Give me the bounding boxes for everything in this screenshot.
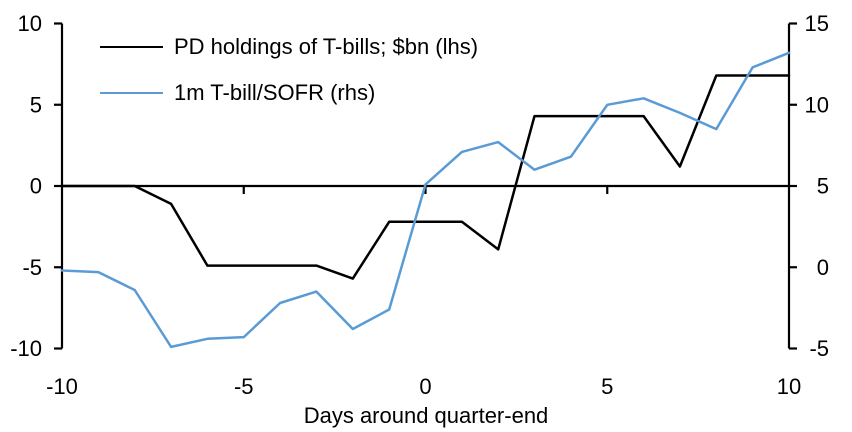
black-line-swatch-icon [100,46,163,48]
x-axis-tick-label: -5 [234,374,254,399]
right-axis-tick-label: -5 [809,336,829,361]
legend-label: PD holdings of T-bills; $bn (lhs) [174,34,479,59]
blue-line-swatch-icon [100,92,163,94]
x-axis-tick-label: 0 [419,374,431,399]
left-axis-tick-label: -10 [10,336,42,361]
x-axis-tick-label: -10 [46,374,78,399]
chart-legend: PD holdings of T-bills; $bn (lhs) 1m T-b… [100,33,478,107]
legend-item-tbill-sofr: 1m T-bill/SOFR (rhs) [100,79,478,107]
x-axis-title: Days around quarter-end [303,403,549,428]
right-axis-tick-label: 15 [805,11,829,36]
series-line-1 [60,51,791,349]
right-axis-tick-label: 0 [817,255,829,280]
x-axis-tick-label: 10 [777,374,801,399]
legend-item-pd-holdings: PD holdings of T-bills; $bn (lhs) [100,33,478,61]
left-axis-tick-label: -5 [22,255,42,280]
left-axis-tick-label: 0 [30,174,42,199]
series-line-0 [60,74,791,280]
left-axis-tick-label: 10 [18,11,42,36]
left-axis-tick-label: 5 [30,92,42,117]
x-axis-tick-label: 5 [601,374,613,399]
right-axis-tick-label: 10 [805,92,829,117]
right-axis-tick-label: 5 [817,174,829,199]
legend-label: 1m T-bill/SOFR (rhs) [174,80,376,105]
